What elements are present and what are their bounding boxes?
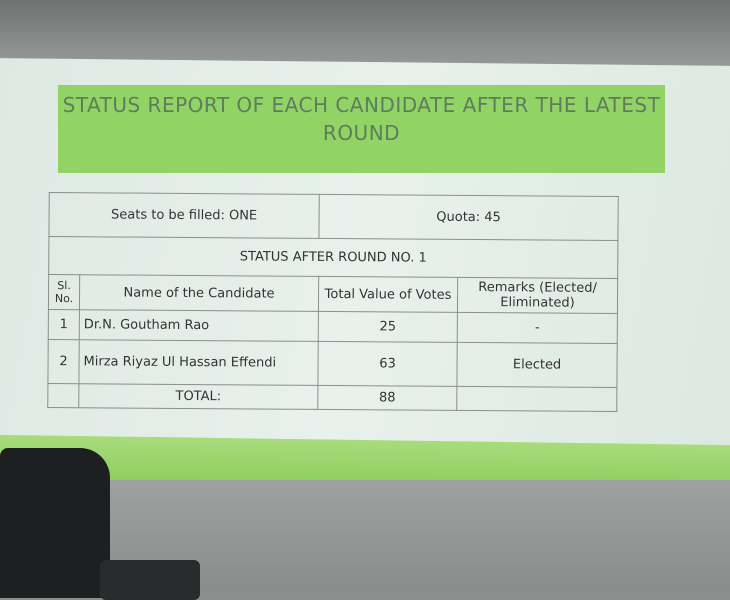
quota-cell: Quota: 45 bbox=[318, 194, 619, 241]
empty-cell bbox=[456, 386, 617, 412]
remarks-cell: - bbox=[457, 312, 618, 344]
sl-cell: 2 bbox=[47, 339, 80, 384]
votes-cell: 63 bbox=[317, 341, 458, 387]
round-heading: STATUS AFTER ROUND NO. 1 bbox=[48, 236, 618, 279]
header-remarks: Remarks (Elected/ Eliminated) bbox=[457, 277, 618, 314]
header-name: Name of the Candidate bbox=[79, 274, 319, 312]
empty-cell bbox=[47, 383, 79, 408]
total-row: TOTAL: 88 bbox=[47, 383, 617, 412]
slide-title: STATUS REPORT OF EACH CANDIDATE AFTER TH… bbox=[58, 85, 665, 173]
header-sl: Sl. No. bbox=[48, 274, 80, 310]
table-row: 1 Dr.N. Goutham Rao 25 - bbox=[48, 309, 618, 344]
name-cell: Mirza Riyaz Ul Hassan Effendi bbox=[78, 339, 319, 386]
wall bbox=[0, 0, 730, 70]
table-row: 2 Mirza Riyaz Ul Hassan Effendi 63 Elect… bbox=[47, 339, 618, 388]
chair bbox=[0, 448, 110, 598]
status-table: Seats to be filled: ONE Quota: 45 STATUS … bbox=[47, 192, 619, 412]
votes-cell: 25 bbox=[318, 311, 458, 343]
remarks-cell: Elected bbox=[456, 342, 618, 388]
name-cell: Dr.N. Goutham Rao bbox=[79, 309, 319, 342]
seats-cell: Seats to be filled: ONE bbox=[48, 192, 320, 239]
header-votes: Total Value of Votes bbox=[318, 276, 458, 313]
total-votes: 88 bbox=[317, 385, 457, 411]
total-label: TOTAL: bbox=[78, 383, 318, 410]
chair-arm bbox=[100, 560, 200, 600]
sl-cell: 1 bbox=[48, 309, 80, 340]
